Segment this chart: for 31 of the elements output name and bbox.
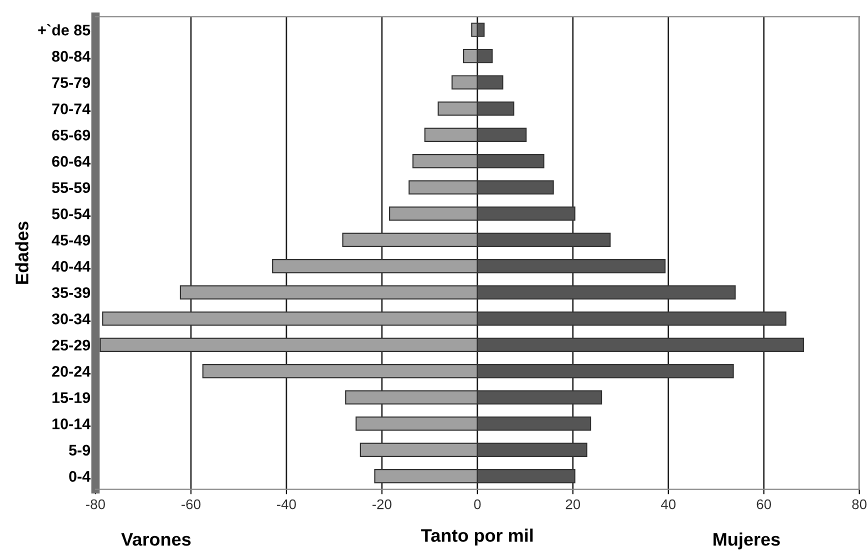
y-tick-label: 45-49 — [52, 234, 90, 246]
y-tick-label: 60-64 — [52, 156, 91, 167]
y-tick-label: 55-59 — [52, 182, 90, 194]
x-tick-label: -60 — [182, 499, 200, 510]
y-tick-label: 35-39 — [52, 287, 90, 298]
x-tick-label: 60 — [756, 499, 772, 510]
y-tick-label: 10-14 — [52, 418, 91, 430]
y-tick-label: 5-9 — [69, 444, 90, 456]
x-tick-label: 40 — [660, 499, 676, 510]
text: Varones — [121, 533, 191, 546]
text: Mujeres — [714, 532, 780, 550]
y-tick-label: 70-74 — [52, 103, 91, 114]
x-tick-label: -80 — [86, 499, 105, 510]
x-tick-label: 0 — [474, 499, 481, 510]
y-tick-label: 80-84 — [52, 50, 91, 62]
y-tick-label: 30-34 — [52, 313, 91, 324]
y-tick-label: +`de 85 — [38, 24, 90, 36]
x-axis-title: Tanto por mil — [421, 528, 533, 546]
y-axis-title: Edades — [15, 222, 28, 284]
y-tick-label: 20-24 — [52, 366, 91, 377]
y-tick-label: 65-69 — [52, 130, 90, 141]
x-tick-label: 80 — [852, 499, 866, 510]
x-tick-label: 20 — [566, 499, 580, 510]
y-tick-label: 15-19 — [52, 392, 90, 404]
y-tick-label: 50-54 — [52, 208, 91, 220]
y-tick-label: 0-4 — [69, 471, 91, 482]
x-tick-label: -40 — [277, 499, 296, 510]
y-tick-label: 40-44 — [52, 260, 91, 272]
y-tick-label: 75-79 — [52, 77, 90, 88]
y-tick-label: 25-29 — [52, 340, 90, 351]
x-tick-label: -20 — [372, 499, 392, 510]
